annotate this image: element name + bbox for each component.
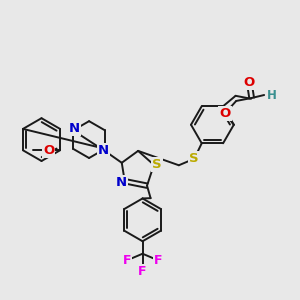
Text: N: N: [98, 144, 109, 157]
Text: O: O: [43, 144, 54, 157]
Text: F: F: [123, 254, 131, 267]
Text: F: F: [138, 265, 147, 278]
Text: S: S: [190, 152, 199, 165]
Text: H: H: [267, 88, 277, 101]
Text: S: S: [152, 158, 162, 171]
Text: O: O: [219, 107, 230, 120]
Text: N: N: [116, 176, 127, 189]
Text: N: N: [69, 122, 80, 135]
Text: F: F: [154, 254, 162, 267]
Text: O: O: [244, 76, 255, 89]
